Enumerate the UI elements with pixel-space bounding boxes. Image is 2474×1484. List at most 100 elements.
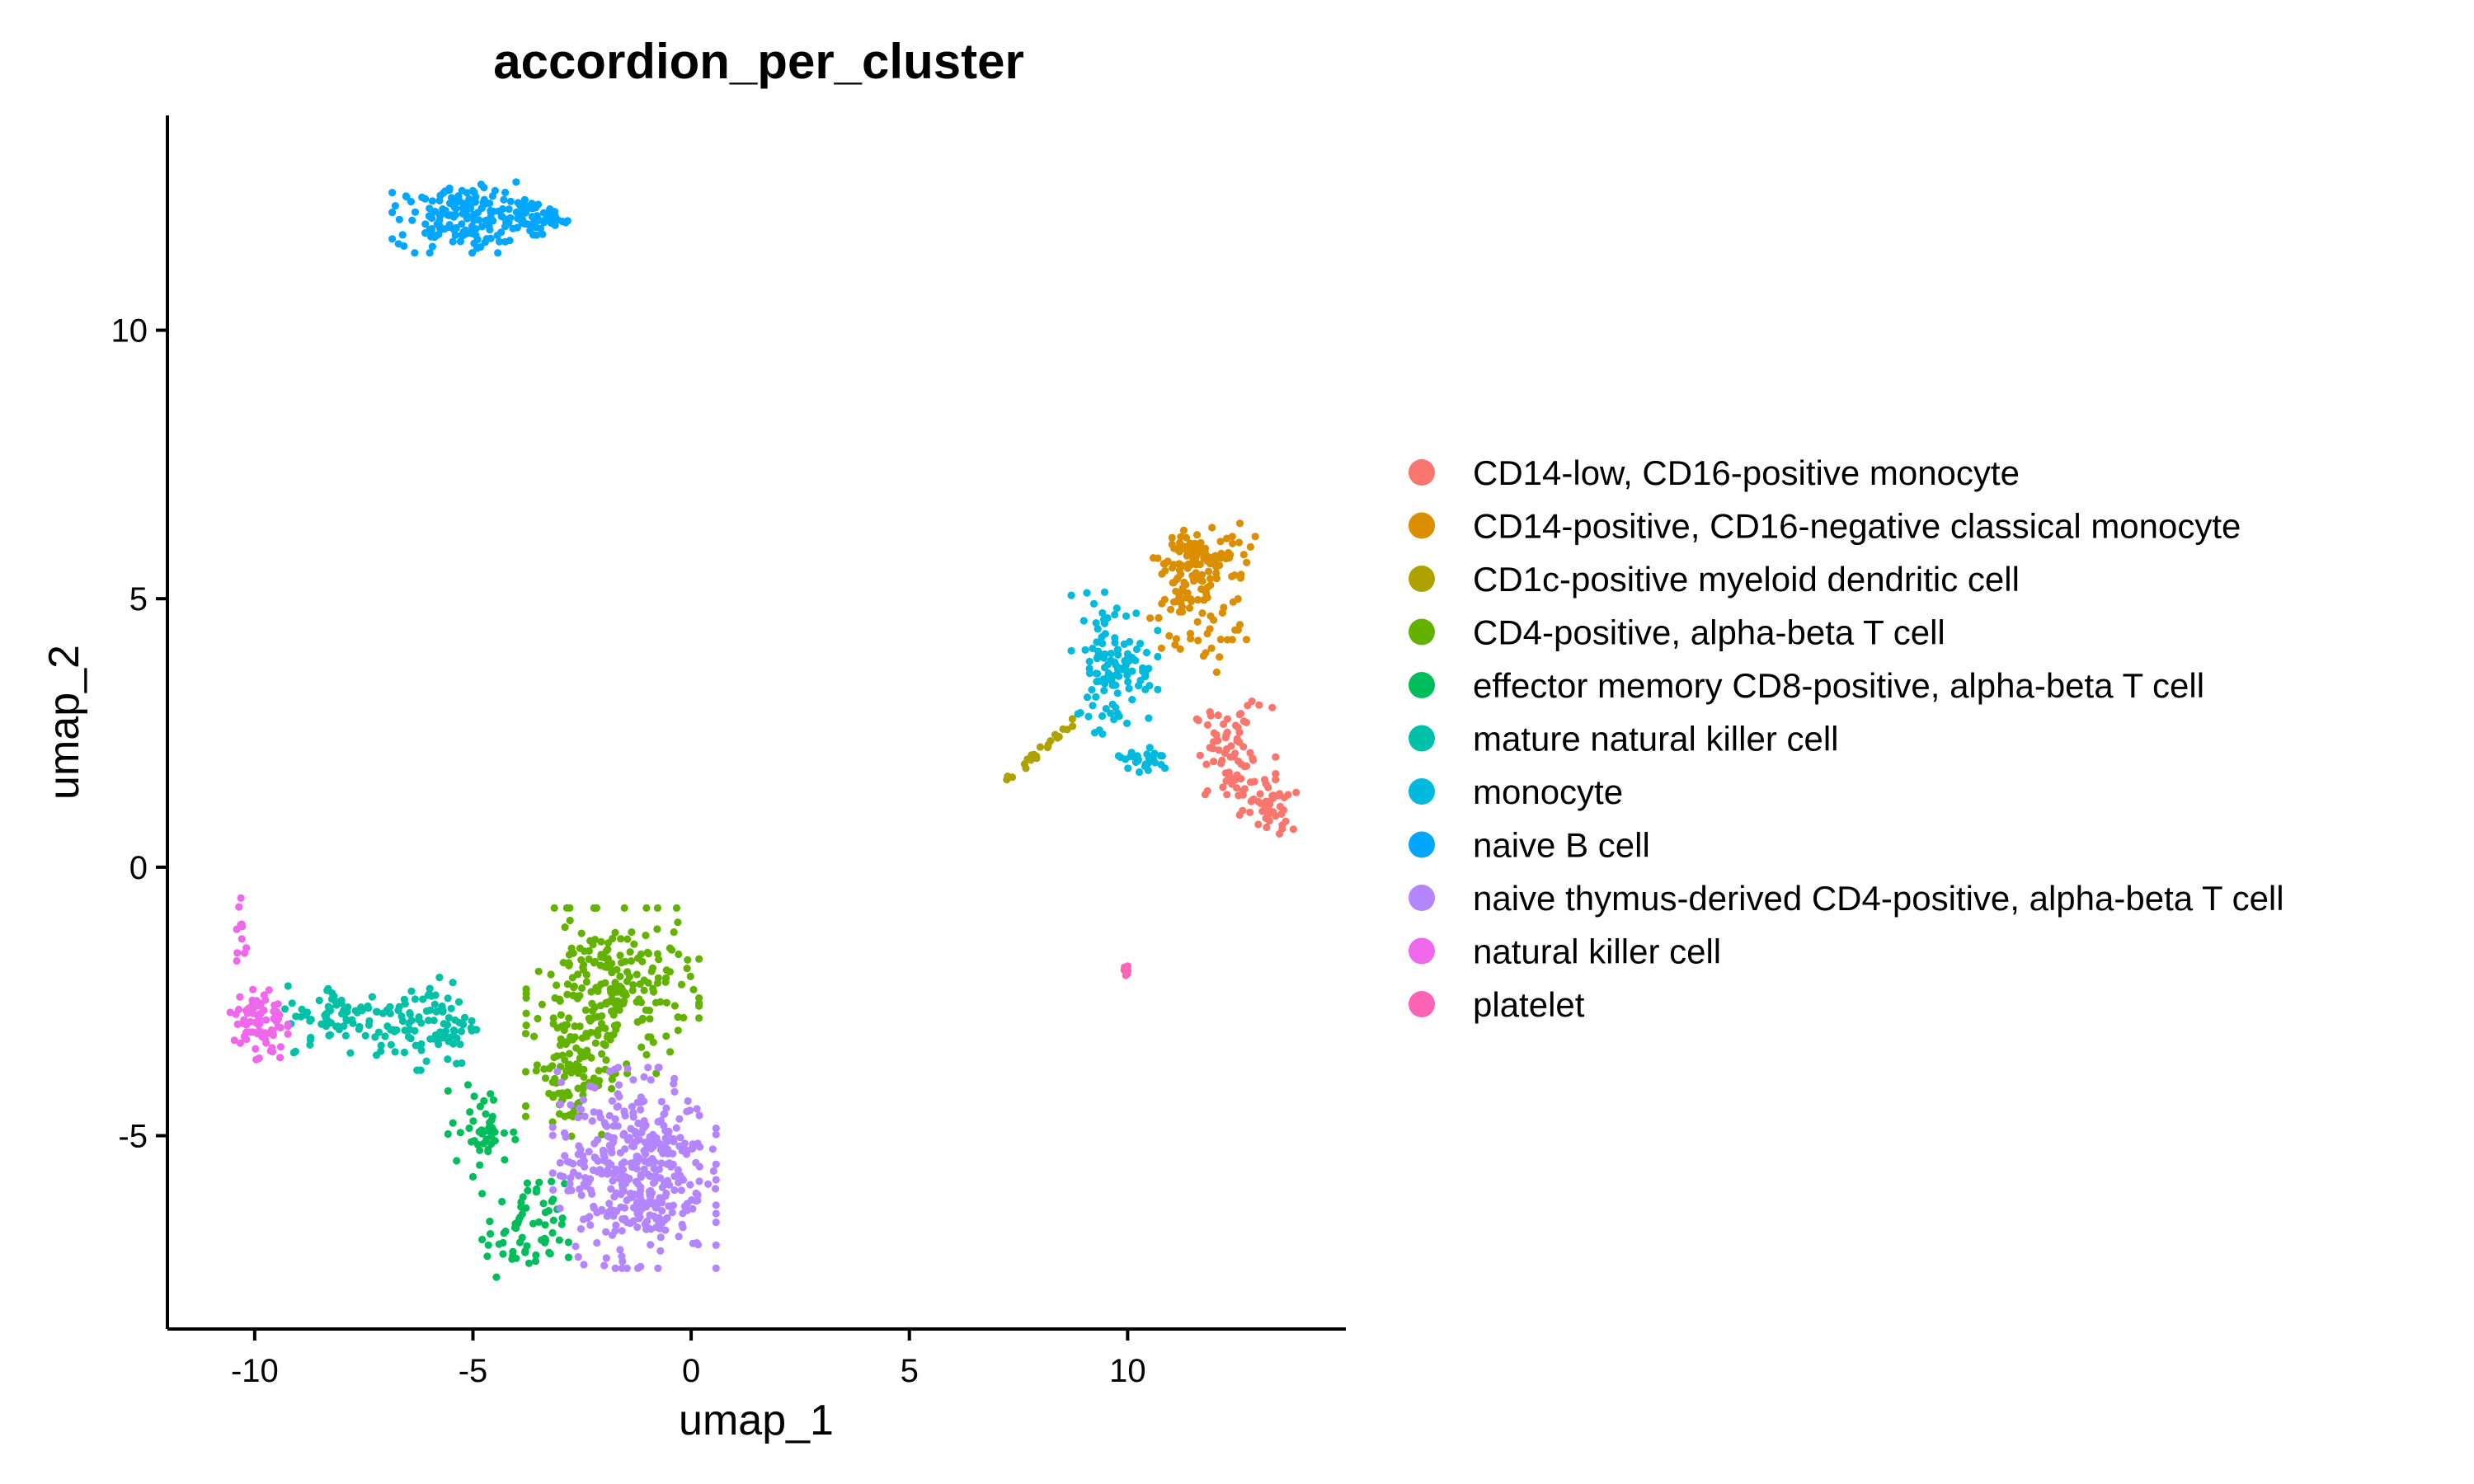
data-point (517, 1203, 525, 1211)
data-point (565, 1111, 574, 1120)
data-point (505, 205, 513, 214)
data-point (501, 188, 510, 197)
data-point (1098, 639, 1107, 648)
data-point (595, 984, 603, 992)
data-point (556, 1205, 564, 1213)
legend-swatch (1409, 459, 1435, 486)
data-point (406, 1010, 414, 1018)
data-point (712, 1201, 720, 1209)
data-point (1202, 544, 1210, 552)
data-point (574, 1113, 582, 1122)
data-point (1254, 798, 1263, 806)
data-point (614, 1064, 623, 1072)
data-point (1233, 771, 1241, 779)
data-point (402, 192, 410, 200)
data-point (672, 1124, 680, 1132)
data-point (1111, 610, 1119, 619)
y-tick-label: 5 (129, 581, 148, 618)
data-point (616, 1246, 624, 1254)
data-point (532, 1188, 541, 1196)
data-point (498, 213, 506, 221)
data-point (677, 980, 686, 989)
legend-swatch (1409, 512, 1435, 539)
data-point (553, 215, 562, 224)
data-point (1169, 598, 1178, 606)
data-point (233, 956, 241, 965)
x-tick-label: 10 (1109, 1353, 1146, 1389)
data-point (643, 1217, 651, 1225)
data-point (629, 1076, 637, 1084)
data-point (432, 232, 440, 240)
data-point (468, 1017, 476, 1025)
data-point (1268, 703, 1277, 711)
data-point (1277, 810, 1286, 819)
data-point (611, 1167, 619, 1176)
data-point (553, 1024, 562, 1032)
data-point (1175, 538, 1184, 547)
data-point (473, 209, 482, 217)
data-point (657, 1159, 666, 1167)
data-point (590, 936, 600, 944)
data-point (1124, 764, 1132, 773)
data-point (1223, 791, 1231, 799)
data-point (533, 231, 541, 239)
data-point (468, 249, 477, 257)
data-point (660, 1111, 668, 1119)
data-point (658, 1199, 666, 1207)
data-point (651, 1204, 660, 1212)
data-point (413, 1066, 421, 1074)
data-point (499, 1250, 507, 1258)
data-point (564, 1186, 572, 1195)
data-point (1132, 609, 1141, 618)
data-point (1188, 549, 1197, 558)
data-point (1108, 681, 1117, 689)
data-point (444, 1055, 452, 1064)
data-point (618, 1172, 627, 1181)
data-point (558, 1214, 567, 1223)
data-point (1182, 546, 1191, 554)
series-9 (226, 894, 292, 1064)
data-point (611, 928, 619, 937)
data-point (444, 994, 452, 1003)
data-point (226, 1008, 234, 1017)
data-point (480, 1097, 488, 1105)
data-point (521, 1247, 529, 1255)
data-point (1246, 542, 1254, 552)
data-point (373, 1007, 381, 1016)
data-point (712, 1209, 720, 1218)
data-point (1093, 669, 1102, 678)
data-point (581, 1112, 589, 1120)
data-point (439, 1007, 447, 1016)
data-point (1237, 571, 1245, 579)
data-point (637, 1106, 645, 1114)
data-point (498, 1197, 506, 1206)
data-point (1114, 752, 1122, 760)
data-point (1136, 640, 1145, 648)
data-point (459, 228, 468, 237)
axes: -10 -5 0 5 10 -5 0 5 10 (111, 115, 1346, 1389)
data-point (565, 951, 574, 959)
data-point (1173, 575, 1181, 584)
data-point (1154, 652, 1162, 661)
legend-label: monocyte (1473, 773, 1623, 811)
data-point (445, 1033, 454, 1042)
data-point (602, 1056, 610, 1064)
series-3 (521, 904, 703, 1140)
legend-item: effector memory CD8-positive, alpha-beta… (1409, 666, 2204, 705)
data-point (672, 904, 681, 912)
data-point (1242, 718, 1250, 727)
data-point (457, 1027, 466, 1036)
data-point (590, 1166, 598, 1174)
data-point (1133, 752, 1141, 760)
data-point (451, 211, 460, 219)
data-point (317, 1020, 326, 1028)
data-point (618, 1160, 626, 1168)
data-point (633, 1180, 642, 1188)
data-point (1123, 719, 1131, 728)
data-point (522, 993, 530, 1002)
data-point (579, 1096, 588, 1104)
data-point (549, 1195, 557, 1204)
data-point (522, 1021, 530, 1030)
data-point (526, 227, 534, 235)
data-point (675, 1115, 684, 1123)
